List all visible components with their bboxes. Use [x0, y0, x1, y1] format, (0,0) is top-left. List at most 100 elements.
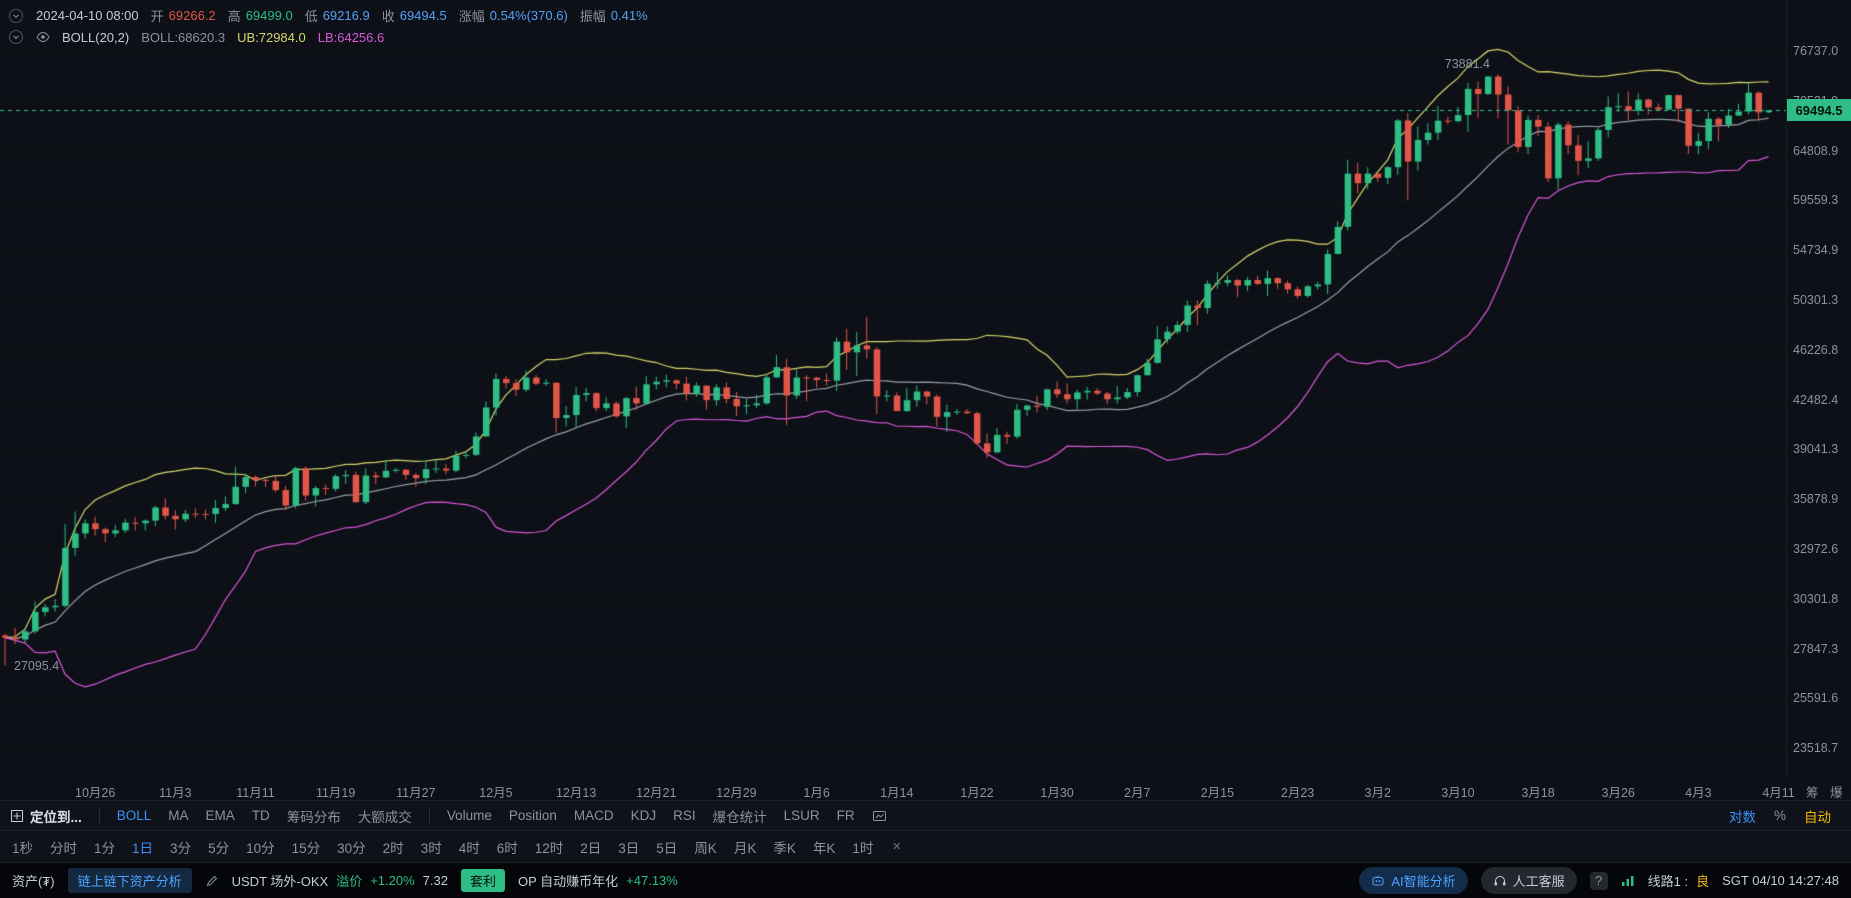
edit-icon[interactable] — [205, 874, 219, 888]
price-axis-label: 23518.7 — [1793, 741, 1839, 756]
status-bar: 资产(₮) 链上链下资产分析 USDT 场外-OKX 溢价 +1.20% 7.3… — [0, 862, 1851, 898]
close-timeframe-icon[interactable]: × — [892, 838, 902, 855]
price-axis-label: 30301.8 — [1793, 591, 1839, 606]
price-axis-label: 54734.9 — [1793, 243, 1839, 258]
price-axis-label: 76737.0 — [1793, 44, 1839, 58]
customer-service-button[interactable]: 人工客服 — [1480, 867, 1577, 894]
indicator-manage-icon[interactable] — [872, 809, 887, 823]
timeframe-tab[interactable]: 2时 — [382, 840, 404, 856]
percent-scale-toggle[interactable]: % — [1773, 808, 1786, 823]
change-label: 涨幅 — [458, 9, 485, 24]
price-axis-label: 25591.6 — [1793, 691, 1839, 706]
candle-datetime: 2024-04-10 08:00 — [36, 8, 139, 23]
indicator-tab[interactable]: BOLL — [116, 808, 152, 823]
timeframe-tab[interactable]: 3时 — [420, 840, 442, 856]
boll-lower-value: LB:64256.6 — [317, 29, 385, 45]
timeframe-tab[interactable]: 周K — [694, 840, 717, 856]
date-label: 11月3 — [159, 786, 192, 800]
asset-button[interactable]: 资产(₮) — [12, 874, 55, 889]
date-label: 2月15 — [1200, 786, 1235, 800]
boll-info-bar: BOLL(20,2) BOLL:68620.3 UB:72984.0 LB:64… — [8, 29, 384, 45]
timeframe-tab[interactable]: 1时 — [852, 840, 874, 856]
network-line-status[interactable]: 线路1 : 良 — [1648, 871, 1709, 890]
liquidation-panel-toggle[interactable]: 爆 — [1830, 786, 1843, 800]
indicator-tab[interactable]: LSUR — [783, 808, 820, 823]
indicator-tab[interactable]: 大额成交 — [357, 809, 412, 825]
arbitrage-button[interactable]: 套利 — [460, 869, 505, 892]
timeframe-tab[interactable]: 10分 — [246, 840, 275, 856]
divider — [428, 808, 430, 823]
timeframe-tab[interactable]: 12时 — [534, 840, 564, 856]
indicator-tab[interactable]: MA — [168, 808, 189, 823]
asset-analysis-button[interactable]: 链上链下资产分析 — [67, 868, 192, 893]
indicator-tab[interactable]: 筹码分布 — [286, 809, 341, 825]
auto-scale-toggle[interactable]: 自动 — [1804, 809, 1831, 825]
price-axis[interactable]: 69494.5 76737.070521.964808.959559.35473… — [1786, 0, 1851, 778]
indicator-toolbar: 定位到... BOLL MA EMA TD 筹码分布 大额成交 Volume Positio… — [0, 800, 1851, 830]
timeframe-tab[interactable]: 3日 — [618, 840, 640, 856]
date-label: 1月30 — [1040, 786, 1074, 800]
indicator-tab[interactable]: RSI — [673, 808, 696, 823]
timeframe-tab[interactable]: 4时 — [458, 840, 480, 856]
candlestick-canvas[interactable] — [0, 0, 1786, 778]
indicator-tab[interactable]: KDJ — [630, 808, 657, 823]
timeframe-tab[interactable]: 月K — [733, 840, 757, 856]
indicator-tab[interactable]: Volume — [446, 808, 492, 823]
timeframe-tab[interactable]: 30分 — [337, 840, 366, 856]
date-label: 3月26 — [1601, 786, 1635, 800]
price-axis-label: 39041.3 — [1793, 442, 1839, 457]
time-axis[interactable]: 10月26 11月3 11月11 11月19 11月27 12月5 12月13 12月21 12… — [0, 778, 1851, 800]
timeframe-tab[interactable]: 1日 — [132, 840, 154, 856]
timeframe-tab[interactable]: 15分 — [291, 840, 321, 856]
date-label: 12月21 — [636, 786, 677, 800]
kline-chart[interactable]: 2024-04-10 08:00 开 69266.2 高 69499.0 低 6921… — [0, 0, 1851, 800]
timeframe-tab[interactable]: 5日 — [656, 840, 678, 856]
timeframe-tab[interactable]: 2日 — [580, 840, 602, 856]
locate-button[interactable]: 定位到... — [10, 806, 82, 826]
price-axis-label: 50301.3 — [1793, 292, 1839, 307]
chips-panel-toggle[interactable]: 筹 — [1806, 786, 1819, 800]
ai-analysis-button[interactable]: AI智能分析 — [1359, 867, 1468, 894]
high-price-annotation: 73881.4 — [1444, 57, 1490, 72]
timeframe-tab[interactable]: 1秒 — [12, 840, 34, 856]
price-axis-label: 46226.8 — [1793, 342, 1839, 357]
indicator-tab[interactable]: MACD — [573, 808, 614, 823]
date-label: 2月23 — [1280, 786, 1315, 800]
date-label: 1月22 — [960, 786, 994, 800]
date-label: 1月6 — [803, 786, 830, 800]
timeframe-tab[interactable]: 1分 — [94, 840, 116, 856]
date-label: 12月29 — [716, 786, 757, 800]
locate-label: 定位到... — [30, 809, 82, 825]
usdt-premium-ticker[interactable]: USDT 场外-OKX 溢价 +1.20% 7.32 — [232, 871, 448, 890]
indicator-tab[interactable]: Position — [508, 808, 557, 823]
op-value: +47.13% — [626, 873, 678, 888]
current-price-tag: 69494.5 — [1787, 99, 1851, 122]
price-axis-label: 32972.6 — [1793, 541, 1839, 556]
collapse-row-icon[interactable] — [8, 8, 24, 24]
timeframe-tab[interactable]: 分时 — [50, 840, 78, 856]
log-scale-toggle[interactable]: 对数 — [1728, 809, 1756, 825]
signal-icon — [1621, 875, 1635, 887]
amplitude-value: 0.41% — [610, 8, 648, 23]
date-label: 11月27 — [396, 786, 436, 800]
indicator-tab[interactable]: FR — [836, 808, 855, 823]
date-label: 12月13 — [555, 786, 597, 800]
price-axis-label: 64808.9 — [1793, 143, 1839, 158]
timeframe-tab[interactable]: 季K — [773, 840, 796, 856]
indicator-tab[interactable]: 爆仓统计 — [712, 809, 767, 825]
help-button[interactable]: ? — [1589, 871, 1608, 890]
timeframe-tab[interactable]: 6时 — [496, 840, 518, 856]
ohlc-info-bar: 2024-04-10 08:00 开 69266.2 高 69499.0 低 6921… — [8, 6, 648, 25]
open-label: 开 — [150, 9, 164, 24]
indicator-tab[interactable]: EMA — [205, 808, 235, 823]
indicator-tab[interactable]: TD — [251, 808, 270, 823]
date-label: 3月10 — [1441, 786, 1475, 800]
date-label: 3月18 — [1521, 786, 1555, 800]
collapse-row-icon[interactable] — [8, 29, 24, 45]
timeframe-tab[interactable]: 5分 — [208, 840, 230, 856]
timeframe-tab[interactable]: 3分 — [170, 840, 192, 856]
line-quality: 良 — [1696, 874, 1710, 889]
boll-visibility-icon[interactable] — [36, 30, 50, 44]
op-earn-ticker[interactable]: OP 自动赚币年化 +47.13% — [518, 871, 678, 890]
timeframe-tab[interactable]: 年K — [812, 840, 836, 856]
